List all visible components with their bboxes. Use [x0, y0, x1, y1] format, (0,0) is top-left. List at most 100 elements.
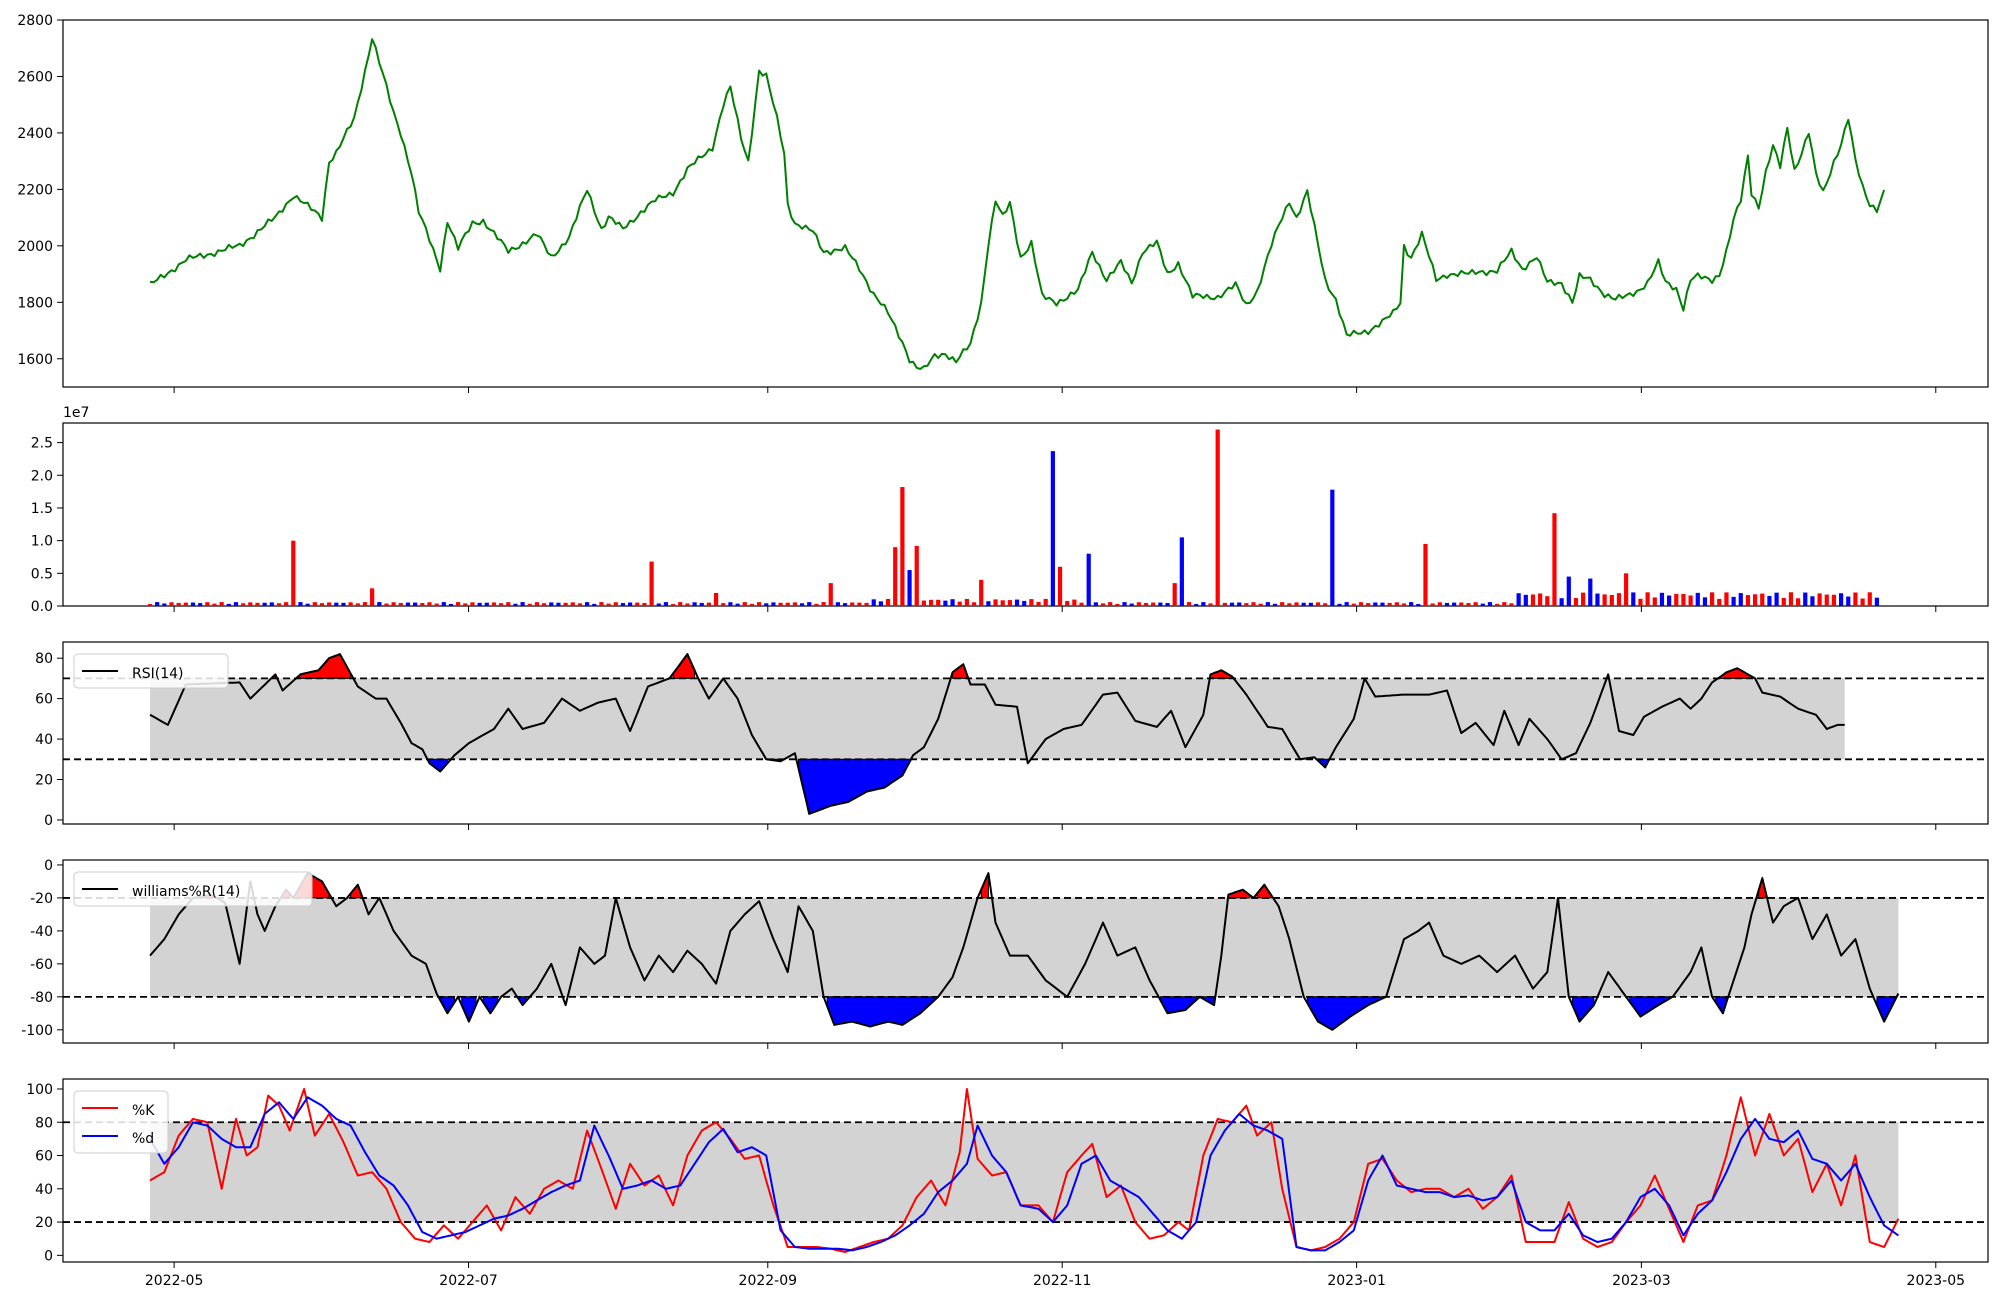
- volume-bar: [1538, 593, 1543, 606]
- volume-bar: [377, 602, 382, 606]
- volume-bar: [878, 601, 883, 606]
- volume-bar: [1774, 592, 1779, 606]
- volume-bar: [1552, 513, 1557, 606]
- volume-bar: [1079, 602, 1084, 606]
- volume-bar: [1681, 593, 1686, 606]
- volume-bar: [1294, 602, 1299, 606]
- volume-bar: [405, 602, 411, 606]
- volume-bar: [1631, 592, 1636, 606]
- volume-bar: [1702, 597, 1708, 606]
- volume-bar: [1100, 603, 1106, 606]
- volume-bar: [1401, 603, 1407, 606]
- stochastic-panel: 0 20 40 60 80 100 2022-05 2022-07 2022-09 2022-11…: [26, 1078, 1989, 1289]
- volume-bar: [413, 602, 418, 606]
- volume-bar: [1222, 602, 1227, 606]
- volume-bar: [1086, 553, 1091, 606]
- volume-bar: [355, 603, 360, 606]
- volume-bar: [1652, 597, 1657, 606]
- volume-bar: [499, 603, 504, 606]
- rsi-legend-box: [73, 653, 229, 689]
- volume-bar: [1351, 603, 1356, 606]
- volume-bar: [276, 603, 282, 606]
- x-tick-label: 2023-05: [1907, 1273, 1966, 1289]
- volume-bar: [305, 603, 310, 606]
- volume-bar: [577, 603, 583, 606]
- volume-bar: [1838, 593, 1844, 606]
- volume-bar: [721, 603, 726, 606]
- volume-bar: [334, 602, 339, 606]
- volume-bar: [1717, 598, 1722, 606]
- volume-bar: [448, 603, 454, 606]
- volume-bar: [262, 602, 267, 606]
- volume-bar: [1373, 602, 1378, 606]
- volume-bar: [1609, 594, 1614, 606]
- volume-bar: [1509, 603, 1514, 606]
- volume-bar: [1036, 601, 1041, 606]
- price-ytick-label: 2600: [17, 69, 53, 85]
- volume-bar: [850, 602, 855, 606]
- volume-bar: [971, 602, 977, 606]
- volume-bar: [226, 603, 231, 606]
- volume-bar: [914, 545, 919, 606]
- volume-bar: [799, 603, 805, 606]
- volume-bar: [1022, 600, 1027, 606]
- volume-bar: [613, 602, 618, 606]
- volume-bar: [1430, 603, 1435, 606]
- williams-ytick-label: -40: [30, 924, 53, 940]
- stochastic-ytick-label: 80: [35, 1115, 53, 1131]
- volume-bar: [814, 603, 819, 606]
- volume-bar: [1516, 593, 1521, 606]
- volume-bar: [1330, 489, 1335, 606]
- volume-bar: [434, 603, 439, 606]
- volume-bar: [147, 604, 153, 606]
- volume-bar: [155, 602, 160, 606]
- volume-bar: [979, 579, 984, 606]
- volume-bar: [764, 603, 769, 606]
- volume-bar: [1244, 603, 1249, 606]
- x-tick-label: 2023-01: [1327, 1273, 1386, 1289]
- volume-bar: [1194, 603, 1199, 606]
- volume-bar: [585, 602, 590, 606]
- price-panel: 1600 1800 2000 2200 2400 2600 2800: [17, 13, 1989, 393]
- volume-bar: [1667, 595, 1672, 606]
- volume-bar: [900, 487, 905, 606]
- volume-bar: [1065, 600, 1070, 606]
- volume-bar: [542, 603, 547, 606]
- volume-bar: [1602, 594, 1607, 606]
- williams-ytick-label: 0: [44, 858, 53, 874]
- volume-bar: [785, 602, 790, 606]
- volume-bar: [928, 599, 934, 606]
- volume-bar: [1237, 602, 1242, 606]
- volume-bar: [778, 602, 783, 606]
- rsi-neutral-band: [150, 678, 1845, 760]
- volume-ytick-label: 2.5: [31, 436, 53, 452]
- volume-bar: [491, 602, 497, 606]
- volume-bar: [556, 602, 561, 606]
- volume-bar: [771, 602, 776, 606]
- volume-bar: [713, 592, 719, 606]
- volume-bar: [327, 602, 332, 606]
- volume-bar: [370, 588, 375, 606]
- stochastic-ytick-label: 20: [35, 1215, 53, 1231]
- volume-bar: [907, 570, 912, 606]
- volume-bar: [835, 602, 841, 606]
- volume-bar: [1122, 602, 1127, 606]
- stochastic-ytick-label: 100: [26, 1082, 53, 1098]
- volume-bar: [162, 603, 167, 606]
- volume-bar: [477, 602, 482, 606]
- volume-bar: [1466, 603, 1471, 606]
- volume-bar: [1595, 593, 1600, 606]
- volume-bar: [1810, 596, 1815, 606]
- volume-bar: [728, 602, 733, 606]
- volume-bar: [649, 561, 654, 606]
- williams-panel: 0 -20 -40 -60 -80 -100 williams%R(14): [21, 858, 1989, 1049]
- volume-bar: [298, 602, 303, 606]
- volume-bar: [1803, 592, 1808, 606]
- volume-bar: [936, 599, 941, 606]
- volume-bar: [599, 602, 604, 606]
- volume-bar: [470, 602, 475, 606]
- volume-bar: [1795, 598, 1801, 606]
- rsi-panel: 0 20 40 60 80 RSI(14): [35, 641, 1989, 830]
- volume-bar: [1616, 593, 1622, 606]
